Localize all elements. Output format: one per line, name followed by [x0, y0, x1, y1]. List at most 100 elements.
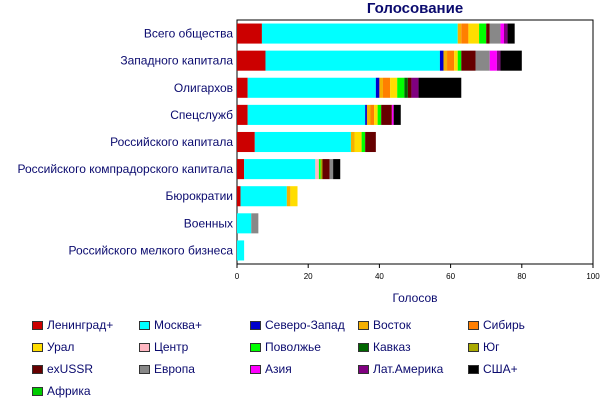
legend-label: Европа — [154, 362, 195, 376]
legend-label: Ленинград+ — [47, 318, 114, 332]
bar-segment — [244, 159, 316, 180]
bar-segment — [447, 50, 455, 71]
bar-segment — [443, 50, 448, 71]
legend-label: Азия — [265, 362, 292, 376]
x-tick-label: 20 — [304, 272, 313, 281]
legend-item: Юг — [468, 340, 500, 354]
legend-label: Поволжье — [265, 340, 321, 354]
legend-label: Кавказ — [373, 340, 411, 354]
legend-label: Лат.Америка — [373, 362, 444, 376]
legend-swatch — [358, 364, 369, 374]
legend-swatch — [139, 342, 150, 352]
bar-segment — [457, 23, 462, 44]
bar-segment — [320, 159, 323, 180]
legend-item: Кавказ — [358, 340, 411, 354]
bar-segment — [261, 23, 458, 44]
bar-segment — [240, 186, 287, 207]
legend-label: США+ — [483, 362, 518, 376]
legend-swatch — [250, 342, 261, 352]
legend-label: Северо-Запад — [265, 318, 345, 332]
legend-item: Урал — [32, 340, 74, 354]
x-tick-label: 80 — [517, 272, 526, 281]
bar-segment — [461, 50, 476, 71]
legend-swatch — [32, 342, 43, 352]
bar-segment — [379, 77, 383, 98]
legend-swatch — [250, 364, 261, 374]
bar-segment — [290, 186, 298, 207]
legend-label: Африка — [47, 384, 91, 398]
legend-swatch — [139, 364, 150, 374]
bar-segment — [333, 159, 341, 180]
bar-segment — [454, 50, 458, 71]
bar-segment — [411, 77, 419, 98]
legend-item: Центр — [139, 340, 188, 354]
bar-segment — [475, 50, 490, 71]
bar-segment — [354, 131, 362, 153]
bar-segment — [366, 104, 371, 125]
bar-segment — [500, 23, 504, 44]
x-tick-label: 40 — [375, 272, 384, 281]
bar-segment — [237, 77, 248, 98]
bar-segment — [237, 23, 262, 44]
category-label: Военных — [184, 216, 233, 230]
legend-label: Сибирь — [483, 318, 525, 332]
bar-segment — [286, 186, 291, 207]
legend-item: Европа — [139, 362, 195, 376]
legend-swatch — [250, 320, 261, 330]
bar-segment — [365, 104, 367, 125]
bar-segment — [251, 213, 259, 234]
legend-swatch — [139, 320, 150, 330]
bar-segment — [404, 77, 408, 98]
bar-segment — [237, 240, 245, 261]
bar-segment — [391, 104, 394, 125]
bar-segment — [489, 23, 501, 44]
bar-segment — [318, 159, 321, 180]
category-label: Спецслужб — [170, 108, 233, 122]
bar-segment — [457, 50, 462, 71]
bar-segment — [439, 50, 444, 71]
legend-swatch — [468, 364, 479, 374]
bar-segment — [237, 213, 252, 234]
bar-segment — [461, 23, 469, 44]
bar-segment — [377, 104, 382, 125]
bar-segment — [468, 23, 480, 44]
bar-segment — [486, 23, 490, 44]
bar-segment — [237, 104, 248, 125]
legend-swatch — [32, 386, 43, 396]
legend-swatch — [32, 320, 43, 330]
legend-item: Москва+ — [139, 318, 202, 332]
bar-segment — [489, 50, 497, 71]
bar-segment — [507, 23, 515, 44]
bar-segment — [479, 23, 487, 44]
legend-item: Северо-Запад — [250, 318, 345, 332]
legend-item: exUSSR — [32, 362, 93, 376]
legend-item: Азия — [250, 362, 292, 376]
legend-item: Сибирь — [468, 318, 525, 332]
bar-segment — [237, 50, 266, 71]
legend-item: Поволжье — [250, 340, 321, 354]
legend-swatch — [468, 342, 479, 352]
legend-item: Восток — [358, 318, 411, 332]
legend-label: Восток — [373, 318, 411, 332]
category-label: Всего общества — [144, 27, 233, 41]
bar-segment — [247, 104, 366, 125]
bar-segment — [407, 77, 412, 98]
category-label: Олигархов — [174, 81, 233, 95]
legend-swatch — [358, 320, 369, 330]
bar-segment — [237, 186, 241, 207]
bar-segment — [500, 50, 522, 71]
bar-segment — [254, 131, 351, 153]
legend-swatch — [32, 364, 43, 374]
bar-segment — [504, 23, 508, 44]
x-axis-label: Голосов — [392, 291, 437, 305]
legend-label: Юг — [483, 340, 500, 354]
legend-label: Москва+ — [154, 318, 202, 332]
bar-segment — [418, 77, 462, 98]
category-label: Бюрократии — [166, 189, 233, 203]
category-label: Российского капитала — [110, 135, 233, 149]
bar-segment — [390, 77, 398, 98]
bar-segment — [381, 104, 392, 125]
legend-label: Урал — [47, 340, 75, 354]
bar-segment — [365, 131, 376, 153]
bar-segment — [375, 77, 380, 98]
